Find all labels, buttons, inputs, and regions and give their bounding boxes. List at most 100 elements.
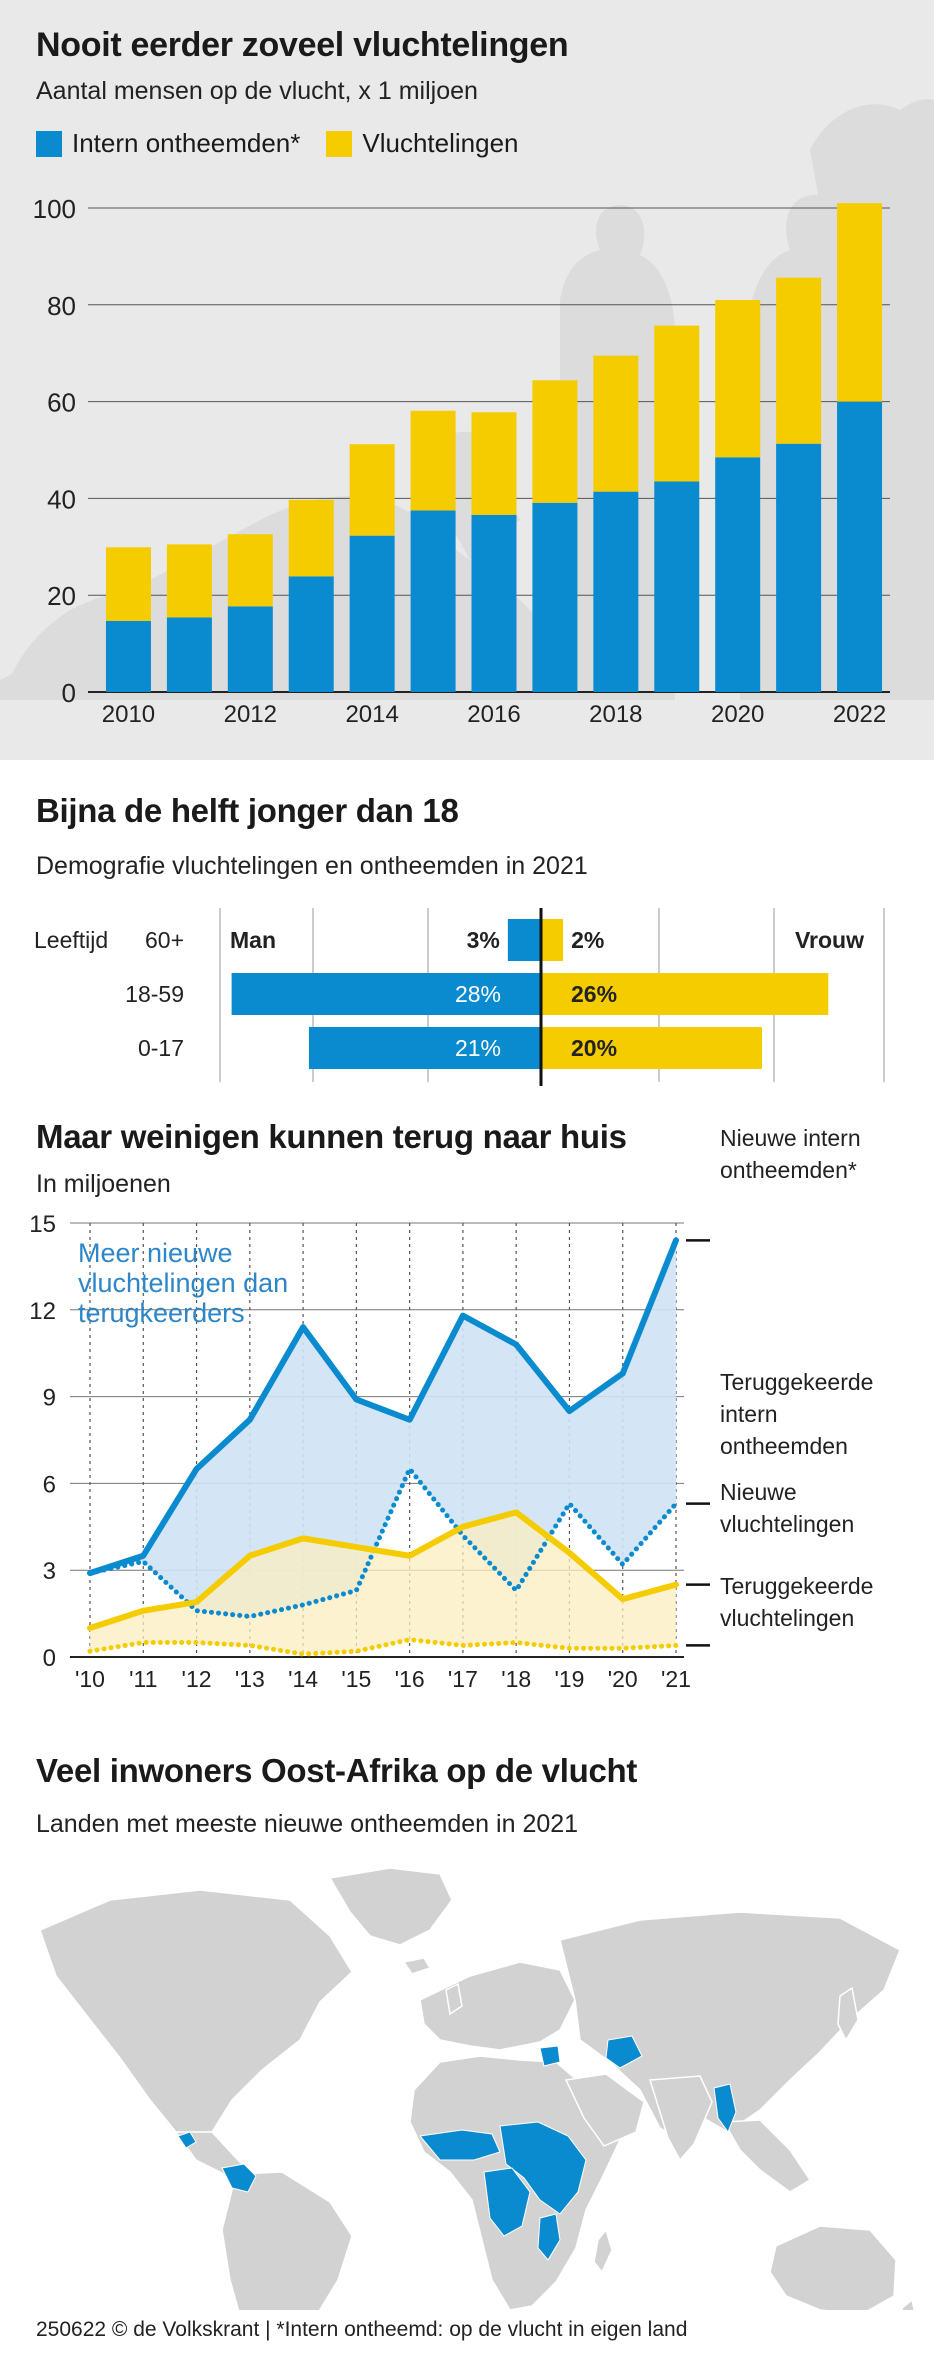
map-highlight-east-africa <box>499 2121 587 2215</box>
bar-intern <box>776 443 822 692</box>
bar-vluchtelingen <box>654 325 700 482</box>
chart2-title: Bijna de helft jonger dan 18 <box>36 792 459 829</box>
bar-intern <box>654 481 700 692</box>
x-tick-label: '19 <box>554 1666 584 1692</box>
world-map <box>39 1867 915 2310</box>
y-tick-label: 0 <box>62 678 76 708</box>
series-label: intern <box>720 1401 778 1427</box>
y-tick-label: 6 <box>43 1471 56 1498</box>
x-tick-label: '13 <box>235 1666 265 1692</box>
map-highlight-central-america <box>177 2131 197 2149</box>
y-tick-label: 80 <box>47 291 76 321</box>
bar-vrouw <box>541 1027 762 1069</box>
bar-vluchtelingen <box>410 410 456 511</box>
data-label-vrouw: 2% <box>571 927 604 953</box>
section-refugee-totals: Nooit eerder zoveel vluchtelingen Aantal… <box>0 0 934 760</box>
series-label: Teruggekeerde <box>720 1573 873 1599</box>
population-pyramid: Leeftijd Man Vrouw 60+ 3% 2% 18-59 28% 26% 0-17 21… <box>34 908 885 1086</box>
chart2-subtitle: Demografie vluchtelingen en ontheemden i… <box>36 852 588 880</box>
legend-label-intern: Intern ontheemden* <box>72 128 301 158</box>
data-label-man: 3% <box>467 927 500 953</box>
chart3-subtitle: In miljoenen <box>36 1170 171 1198</box>
label-man: Man <box>230 927 276 953</box>
map-north-america <box>39 1889 353 2152</box>
x-tick-label: '11 <box>129 1666 157 1692</box>
bar-intern <box>471 514 517 692</box>
legend-swatch-blue <box>36 130 62 157</box>
bar-vluchtelingen <box>532 380 578 503</box>
bar-vluchtelingen <box>715 299 761 458</box>
x-tick-label: 2010 <box>102 701 155 728</box>
x-tick-label: '17 <box>448 1666 478 1692</box>
map-highlight-sahel <box>419 2129 501 2161</box>
bar-vluchtelingen <box>837 203 883 402</box>
bar-man <box>507 919 541 961</box>
y-tick-label: 100 <box>33 194 76 224</box>
bar-vluchtelingen <box>227 534 273 607</box>
map-highlight-central-africa <box>483 2167 531 2237</box>
map-highlight-syria <box>539 2045 561 2067</box>
map-europe <box>419 1961 576 2051</box>
y-tick-label: 12 <box>29 1298 56 1325</box>
section-map: Veel inwoners Oost-Afrika op de vlucht L… <box>0 1740 934 2310</box>
label-vrouw: Vrouw <box>795 927 864 953</box>
bar-intern <box>288 576 334 692</box>
chart1-title: Nooit eerder zoveel vluchtelingen <box>36 26 569 64</box>
y-tick-label: 15 <box>29 1211 56 1238</box>
x-tick-label: '12 <box>182 1666 212 1692</box>
map-highlight-mozambique <box>537 2213 561 2261</box>
area-vluchtelingen-gap <box>90 1512 676 1655</box>
y-tick-label: 3 <box>43 1558 56 1585</box>
series-line <box>87 1637 679 1657</box>
chart-annotation: terugkeerders <box>78 1298 245 1328</box>
series-label: vluchtelingen <box>720 1511 854 1537</box>
y-tick-label: 40 <box>47 484 76 514</box>
map-southeast-asia <box>722 2119 812 2193</box>
map-india <box>649 2075 713 2162</box>
legend-swatch-yellow <box>326 130 353 157</box>
bar-intern <box>349 535 395 692</box>
bar-vrouw <box>541 973 829 1015</box>
map-highlight-afghanistan <box>605 2035 643 2069</box>
map-highlight-myanmar <box>713 2083 737 2134</box>
bar-intern <box>532 502 578 692</box>
bar-vluchtelingen <box>105 547 151 621</box>
bar-man <box>308 1027 541 1069</box>
map-madagascar <box>593 2228 613 2274</box>
bar-man <box>231 973 541 1015</box>
x-tick-label: '14 <box>288 1666 318 1692</box>
series-label: ontheemden <box>720 1433 848 1459</box>
legend-item-vluchtelingen: Vluchtelingen <box>326 128 519 159</box>
bar-intern <box>410 510 456 692</box>
map-new-zealand <box>901 2298 915 2310</box>
age-axis-label: Leeftijd <box>34 927 108 953</box>
y-tick-label: 20 <box>47 581 76 611</box>
series-label: Nieuwe <box>720 1479 797 1505</box>
series-line <box>87 1509 679 1632</box>
x-tick-label: 2012 <box>224 701 277 728</box>
x-tick-label: '20 <box>608 1666 638 1692</box>
bar-vrouw <box>541 919 564 961</box>
age-label: 60+ <box>145 927 184 953</box>
x-tick-label: '16 <box>395 1666 425 1692</box>
bar-vluchtelingen <box>349 444 395 536</box>
stacked-bar-chart: 0 20 40 60 80 100 2010 2012 2014 2016 2018 2020 2022 <box>33 194 890 728</box>
bar-intern <box>837 401 883 692</box>
series-label: Nieuwe intern <box>720 1125 861 1151</box>
map-subtitle: Landen met meeste nieuwe ontheemden in 2… <box>36 1810 579 1838</box>
x-tick-label: 2020 <box>711 701 764 728</box>
series-label: vluchtelingen <box>720 1605 854 1631</box>
data-label-man: 21% <box>455 1035 501 1061</box>
series-label: ontheemden* <box>720 1157 857 1183</box>
map-japan <box>837 1986 859 2042</box>
map-highlight-colombia-venezuela <box>221 2163 257 2193</box>
map-iceland <box>402 1957 432 1975</box>
chart-annotation: vluchtelingen dan <box>78 1268 288 1298</box>
bar-intern <box>715 457 761 692</box>
line-chart: 0 3 6 9 12 15 '10 '11 '12 '13 '14 '15 '16 '17 '18 '19 '2… <box>29 1125 873 1692</box>
x-tick-label: '15 <box>341 1666 371 1692</box>
bar-intern <box>227 606 273 692</box>
data-label-vrouw: 26% <box>571 981 617 1007</box>
age-label: 0-17 <box>138 1035 184 1061</box>
x-tick-label: 2018 <box>589 701 642 728</box>
